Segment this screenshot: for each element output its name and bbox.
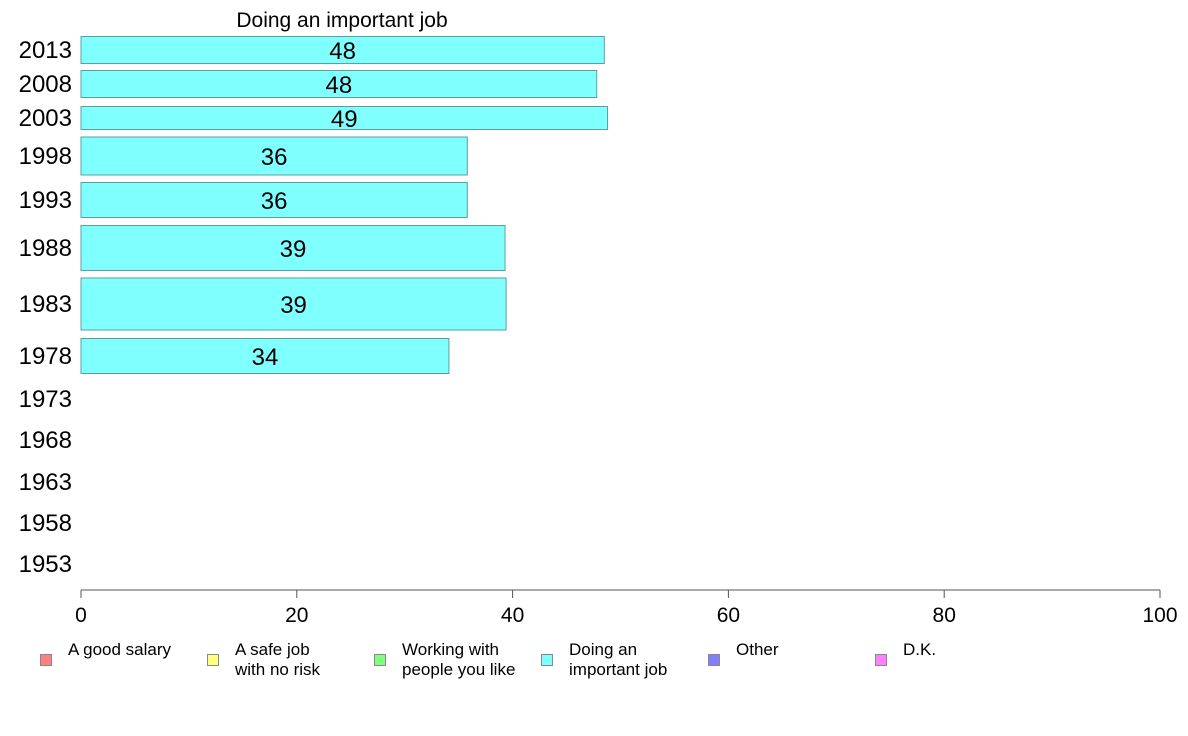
x-tick-label: 60 xyxy=(717,604,740,627)
y-tick-label: 1973 xyxy=(19,386,72,413)
x-tick-label: 40 xyxy=(501,604,524,627)
y-tick-label: 1968 xyxy=(19,427,72,454)
y-tick-label: 1963 xyxy=(19,469,72,496)
legend-swatch xyxy=(374,654,386,666)
y-tick-label: 2013 xyxy=(19,37,72,64)
bar xyxy=(80,70,598,98)
legend-item-important-job: Doing an important job xyxy=(541,640,667,680)
legend-label: Working with people you like xyxy=(402,640,516,679)
y-axis-labels: 2013 2008 2003 1998 1993 1988 1983 1978 1973 1968… xyxy=(19,37,72,578)
legend-swatch xyxy=(541,654,553,666)
bar-value-label: 39 xyxy=(280,236,307,263)
legend-item-good-salary: A good salary xyxy=(40,640,171,666)
x-axis: 0 20 40 60 80 100 xyxy=(75,589,1178,627)
y-tick-label: 1953 xyxy=(19,551,72,578)
bar-value-label: 48 xyxy=(326,72,353,99)
legend-label: A safe job with no risk xyxy=(235,640,321,679)
y-tick-label: 1998 xyxy=(19,143,72,170)
legend-swatch xyxy=(708,654,720,666)
bar-value-label: 36 xyxy=(261,188,288,215)
bar xyxy=(80,136,468,176)
x-tick-label: 0 xyxy=(75,604,87,627)
bar-value-label: 48 xyxy=(329,38,356,65)
y-tick-label: 2003 xyxy=(19,105,72,132)
legend: A good salary A safe job with no risk Wo… xyxy=(0,640,1188,690)
y-tick-label: 1983 xyxy=(19,291,72,318)
bar xyxy=(80,106,609,130)
y-tick-label: 1978 xyxy=(19,343,72,370)
legend-item-other: Other xyxy=(708,640,779,666)
bar-value-label: 34 xyxy=(252,344,279,371)
x-tick-label: 100 xyxy=(1142,604,1177,627)
chart-title: Doing an important job xyxy=(236,9,447,32)
legend-item-dk: D.K. xyxy=(875,640,936,666)
legend-label: A good salary xyxy=(68,640,172,659)
bar-value-label: 36 xyxy=(261,144,288,171)
bar-value-label: 39 xyxy=(280,292,307,319)
legend-item-working-with-people: Working with people you like xyxy=(374,640,515,680)
bar xyxy=(80,225,506,271)
bar xyxy=(80,36,605,64)
legend-label: Doing an important job xyxy=(569,640,668,679)
y-tick-label: 1988 xyxy=(19,235,72,262)
y-tick-label: 2008 xyxy=(19,71,72,98)
legend-label: Other xyxy=(736,640,779,659)
y-tick-label: 1993 xyxy=(19,187,72,214)
bar xyxy=(80,277,507,331)
y-tick-label: 1958 xyxy=(19,510,72,537)
x-tick-label: 80 xyxy=(933,604,956,627)
legend-swatch xyxy=(875,654,887,666)
bar xyxy=(80,338,450,374)
legend-label: D.K. xyxy=(903,640,937,659)
bar-value-label: 49 xyxy=(331,106,358,133)
legend-swatch xyxy=(207,654,219,666)
x-tick-label: 20 xyxy=(285,604,308,627)
legend-swatch xyxy=(40,654,52,666)
bar xyxy=(80,182,468,218)
bar-chart: Doing an important job 4848493636393934 … xyxy=(19,9,1178,627)
legend-item-safe-job: A safe job with no risk xyxy=(207,640,320,680)
